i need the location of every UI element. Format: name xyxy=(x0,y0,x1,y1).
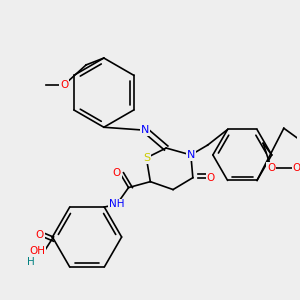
Text: O: O xyxy=(292,163,300,172)
Text: OH: OH xyxy=(30,246,46,256)
Text: H: H xyxy=(27,257,34,267)
Text: O: O xyxy=(60,80,68,90)
Text: O: O xyxy=(35,230,44,240)
Text: O: O xyxy=(206,173,215,183)
Text: O: O xyxy=(267,163,275,172)
Text: NH: NH xyxy=(109,200,124,209)
Text: S: S xyxy=(143,153,150,163)
Text: N: N xyxy=(141,125,150,135)
Text: N: N xyxy=(187,150,195,160)
Text: O: O xyxy=(112,168,121,178)
